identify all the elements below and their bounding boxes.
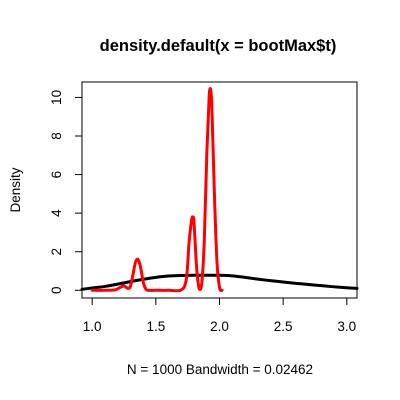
x-axis-label: N = 1000 Bandwidth = 0.02462	[127, 362, 313, 377]
x-tick-label: 1.0	[83, 319, 102, 334]
y-tick-label: 10	[49, 90, 64, 105]
y-tick-label: 2	[49, 248, 64, 256]
y-tick-label: 6	[49, 171, 64, 179]
x-tick-label: 2.0	[210, 319, 229, 334]
series-layer	[80, 87, 359, 293]
plot-frame	[81, 81, 358, 299]
y-tick-label: 0	[49, 287, 64, 295]
x-tick-label: 2.5	[274, 319, 293, 334]
black-density-line	[80, 273, 359, 291]
y-axis-label: Density	[8, 167, 23, 212]
x-axis: 1.0 1.5 2.0 2.5 3.0	[83, 297, 356, 334]
red-density-line	[90, 87, 224, 293]
y-tick-label: 8	[49, 132, 64, 140]
x-tick-label: 3.0	[337, 319, 356, 334]
y-tick-label: 4	[49, 209, 64, 217]
x-tick-label: 1.5	[146, 319, 165, 334]
y-axis: 0 2 4 6 8 10	[49, 90, 83, 295]
chart-title: density.default(x = bootMax$t)	[100, 37, 337, 55]
